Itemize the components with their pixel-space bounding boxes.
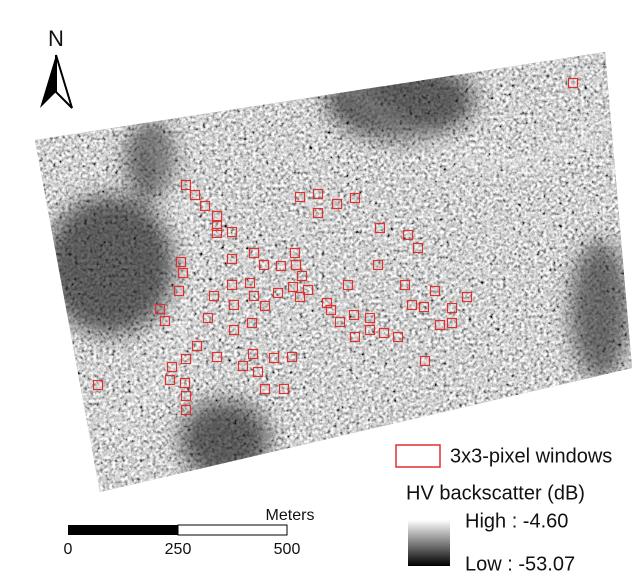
north-label: N xyxy=(48,26,64,51)
scale-label: 0 xyxy=(64,541,73,558)
legend-windows: 3x3-pixel windows xyxy=(450,445,612,467)
scale-white xyxy=(178,525,287,535)
color-ramp xyxy=(408,520,450,566)
north-arrow-left xyxy=(40,55,56,108)
sar-image xyxy=(30,50,635,495)
scale-label: 250 xyxy=(165,541,192,558)
legend-title: HV backscatter (dB) xyxy=(406,482,585,504)
legend-low: Low : -53.07 xyxy=(465,553,575,575)
scale-label: 500 xyxy=(274,541,301,558)
scale-black xyxy=(68,525,178,535)
legend-high: High : -4.60 xyxy=(465,510,568,532)
scale-unit: Meters xyxy=(266,507,315,524)
map: N 3x3-pixel windows HV backscatter (dB) … xyxy=(0,0,638,579)
north-arrow-right xyxy=(56,55,72,108)
windows-swatch xyxy=(396,445,440,467)
